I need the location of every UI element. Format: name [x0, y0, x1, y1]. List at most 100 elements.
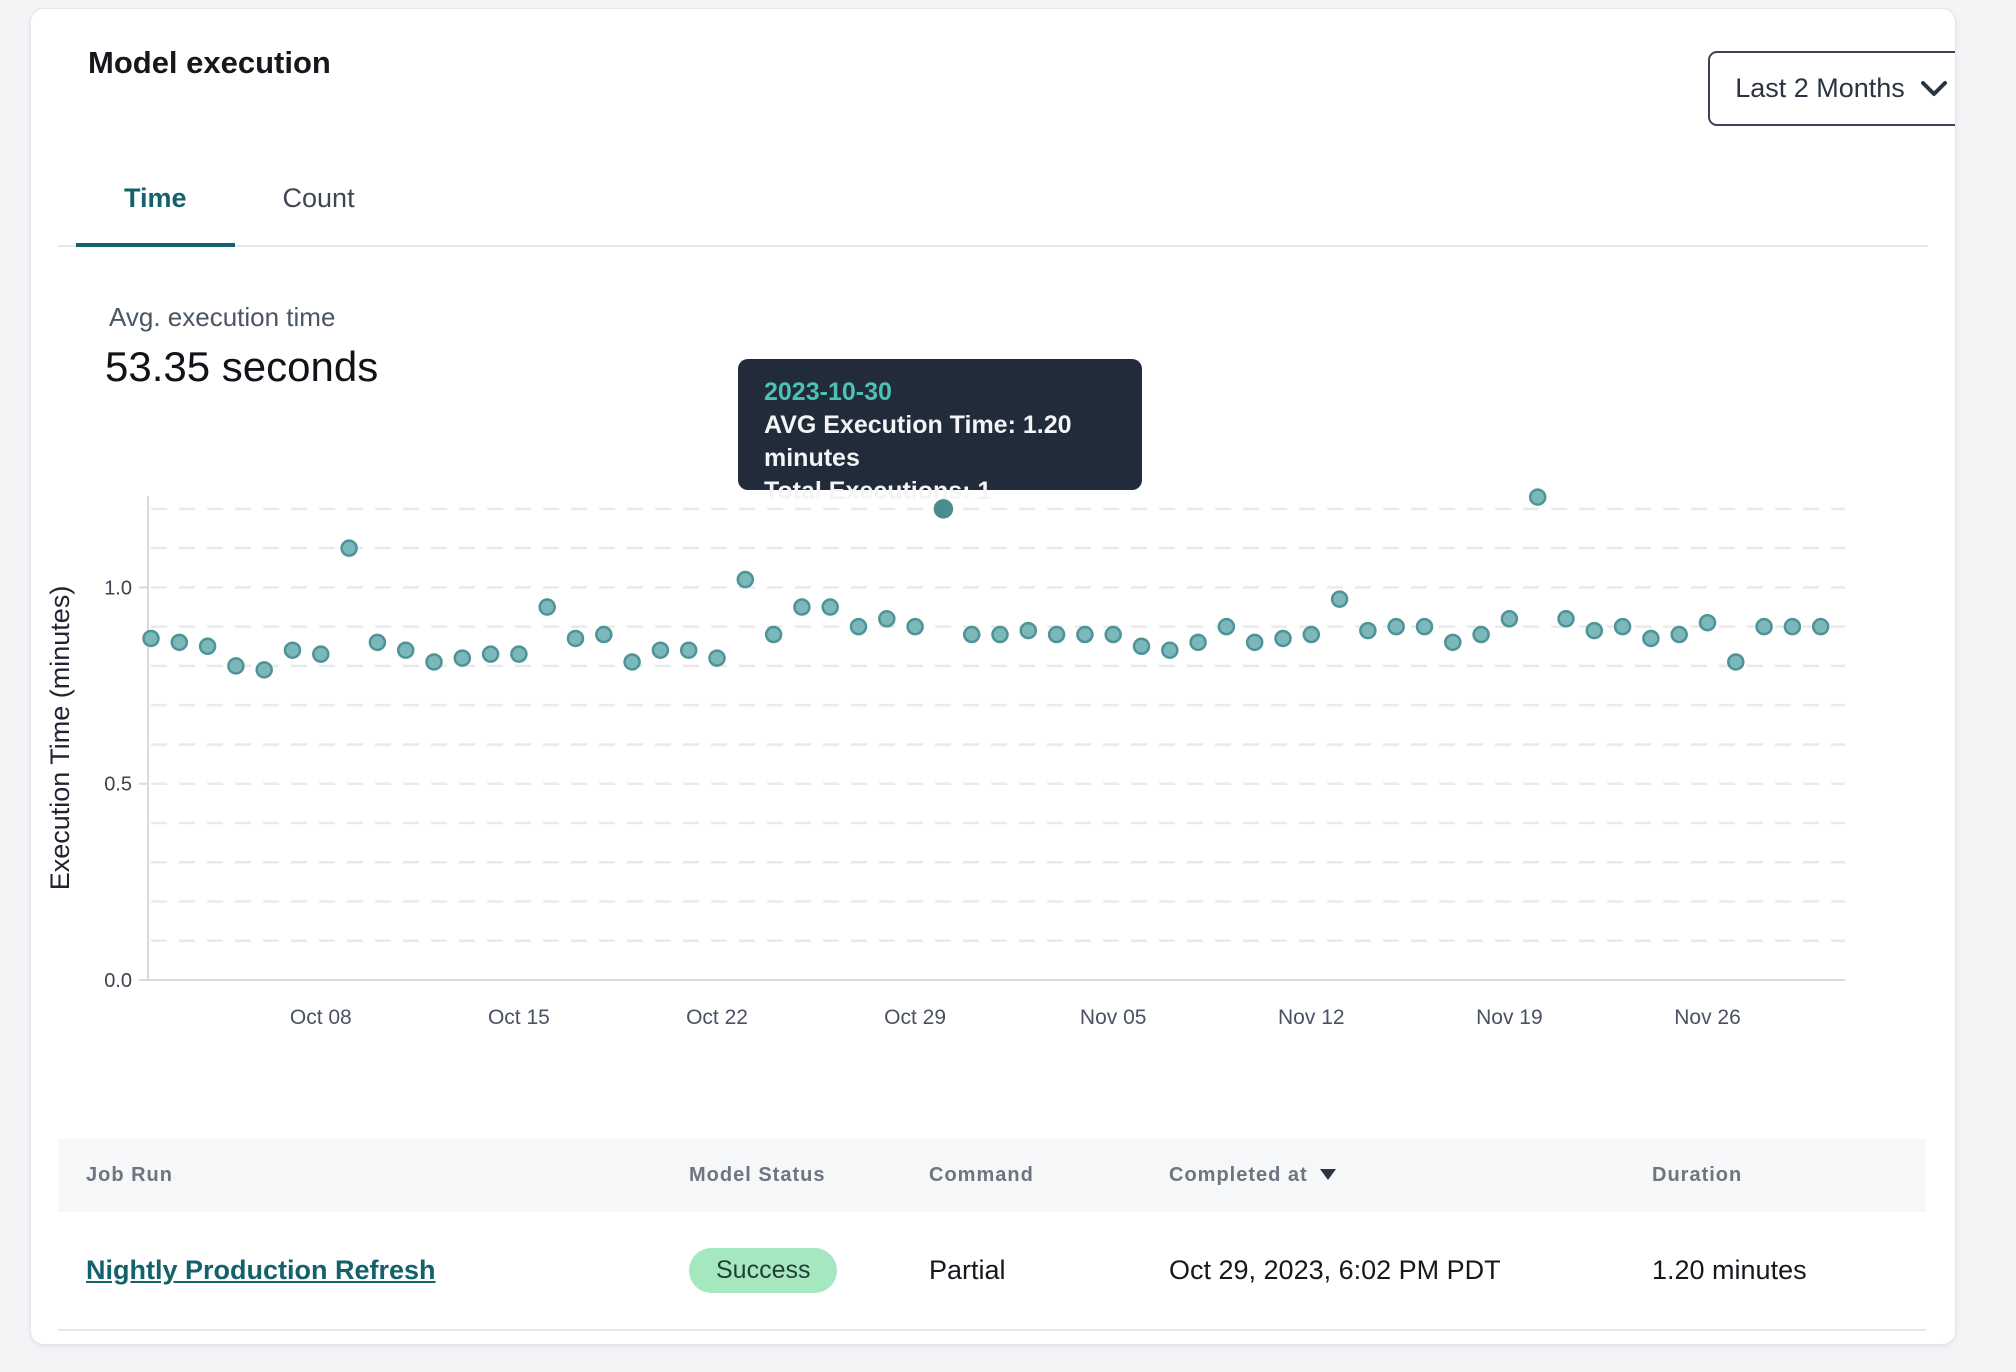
- status-badge: Success: [689, 1248, 838, 1293]
- tooltip-total-executions: Total Executions: 1: [764, 477, 992, 505]
- data-point[interactable]: [312, 645, 330, 663]
- data-point[interactable]: [708, 649, 726, 667]
- data-point[interactable]: [1472, 625, 1490, 644]
- column-command: Command: [929, 1164, 1034, 1186]
- y-tick-label: 0.5: [104, 774, 132, 796]
- data-point[interactable]: [1076, 625, 1094, 644]
- x-tick-label: Nov 19: [1476, 1006, 1543, 1029]
- x-tick-label: Nov 05: [1080, 1006, 1147, 1029]
- data-point[interactable]: [679, 641, 698, 659]
- data-point[interactable]: [1359, 621, 1377, 640]
- data-point[interactable]: [340, 539, 358, 557]
- data-point[interactable]: [1019, 621, 1038, 640]
- data-point[interactable]: [1444, 633, 1462, 652]
- x-tick-label: Nov 12: [1278, 1006, 1345, 1029]
- y-tick-label: 1.0: [104, 577, 132, 599]
- data-point[interactable]: [1811, 617, 1830, 636]
- duration-cell: 1.20 minutes: [1652, 1255, 1807, 1285]
- tab-time[interactable]: Time: [76, 159, 235, 247]
- model-execution-card: 0.0 0.5 1.0 Oct 08 Oct 15 Oct 22 Oct 29 Nov 05 N…: [30, 8, 1956, 1345]
- data-point[interactable]: [764, 625, 783, 644]
- sort-desc-icon: [1319, 1169, 1336, 1180]
- page-title: Model execution: [88, 45, 331, 80]
- job-run-link[interactable]: Nightly Production Refresh: [86, 1255, 436, 1285]
- data-point[interactable]: [1104, 625, 1122, 644]
- chevron-down-icon: [1920, 80, 1947, 96]
- data-point[interactable]: [1302, 625, 1321, 644]
- data-point[interactable]: [623, 653, 641, 671]
- data-point[interactable]: [793, 598, 811, 616]
- data-point[interactable]: [1755, 617, 1773, 636]
- data-point[interactable]: [1189, 633, 1207, 652]
- date-range-value: Last 2 Months: [1735, 73, 1905, 103]
- data-point[interactable]: [1132, 637, 1151, 656]
- x-tick-label: Oct 22: [686, 1006, 748, 1029]
- data-point[interactable]: [1613, 617, 1632, 636]
- column-duration: Duration: [1652, 1164, 1743, 1186]
- tab-count[interactable]: Count: [282, 183, 355, 213]
- chart-svg: 0.0 0.5 1.0 Oct 08 Oct 15 Oct 22 Oct 29 Nov 05 N…: [45, 488, 1845, 1029]
- data-point[interactable]: [283, 641, 302, 659]
- data-point[interactable]: [878, 610, 896, 628]
- x-tick-label: Oct 15: [488, 1006, 550, 1029]
- table-header: Job Run Model Status Command Completed a…: [58, 1139, 1926, 1212]
- data-point[interactable]: [170, 633, 189, 652]
- x-tick-label: Nov 26: [1674, 1006, 1741, 1029]
- data-point[interactable]: [1528, 488, 1547, 506]
- data-point[interactable]: [453, 649, 472, 667]
- data-point[interactable]: [1642, 629, 1660, 648]
- data-point[interactable]: [991, 625, 1009, 644]
- data-point[interactable]: [538, 598, 556, 616]
- data-point[interactable]: [1245, 633, 1264, 652]
- avg-execution-time-value: 53.35 seconds: [105, 343, 379, 390]
- y-tick-label: 0.0: [104, 970, 132, 992]
- data-point[interactable]: [1783, 617, 1802, 636]
- chart-tabs: Time Count: [58, 159, 1928, 247]
- data-point[interactable]: [1047, 625, 1066, 644]
- data-point[interactable]: [1557, 610, 1575, 628]
- data-point[interactable]: [1387, 617, 1405, 636]
- data-point[interactable]: [1500, 610, 1519, 628]
- data-point[interactable]: [227, 657, 245, 675]
- chart-tooltip: 2023-10-30 AVG Execution Time: 1.20 minu…: [738, 359, 1142, 505]
- data-point[interactable]: [1698, 613, 1717, 632]
- avg-execution-time-label: Avg. execution time: [109, 302, 336, 332]
- data-point[interactable]: [198, 637, 217, 656]
- table-row: Nightly Production Refresh Success Parti…: [58, 1212, 1926, 1331]
- data-point[interactable]: [566, 629, 585, 648]
- data-point[interactable]: [736, 570, 755, 589]
- data-point[interactable]: [1274, 629, 1292, 648]
- data-point[interactable]: [595, 625, 613, 644]
- data-point[interactable]: [481, 645, 500, 663]
- data-point[interactable]: [368, 633, 387, 652]
- data-point[interactable]: [1217, 617, 1236, 636]
- data-point[interactable]: [1161, 641, 1179, 659]
- data-point-highlighted[interactable]: [933, 499, 954, 519]
- data-point[interactable]: [1585, 621, 1604, 640]
- data-point[interactable]: [255, 661, 273, 679]
- x-tick-label: Oct 29: [884, 1006, 946, 1029]
- data-point[interactable]: [1727, 653, 1745, 671]
- data-point[interactable]: [821, 598, 839, 616]
- tooltip-date: 2023-10-30: [764, 378, 892, 406]
- data-point[interactable]: [142, 629, 160, 648]
- column-job-run: Job Run: [86, 1164, 173, 1186]
- data-point[interactable]: [962, 625, 981, 644]
- data-point[interactable]: [651, 641, 670, 659]
- date-range-dropdown[interactable]: Last 2 Months: [1708, 51, 1955, 126]
- data-point[interactable]: [906, 617, 924, 636]
- x-tick-label: Oct 08: [290, 1006, 352, 1029]
- tooltip-avg-time: AVG Execution Time: 1.20 minutes: [764, 411, 1072, 472]
- data-point[interactable]: [396, 641, 415, 659]
- data-point[interactable]: [849, 617, 868, 636]
- data-point[interactable]: [1330, 590, 1349, 608]
- y-axis-title: Execution Time (minutes): [45, 586, 75, 891]
- data-point[interactable]: [510, 645, 528, 663]
- data-point[interactable]: [1415, 617, 1434, 636]
- data-point[interactable]: [1670, 625, 1688, 644]
- column-completed-at[interactable]: Completed at: [1169, 1164, 1652, 1187]
- column-model-status: Model Status: [689, 1164, 826, 1186]
- command-cell: Partial: [929, 1255, 1006, 1285]
- data-point[interactable]: [425, 653, 443, 671]
- completed-at-cell: Oct 29, 2023, 6:02 PM PDT: [1169, 1255, 1501, 1285]
